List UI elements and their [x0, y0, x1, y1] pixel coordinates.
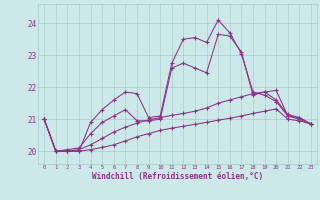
X-axis label: Windchill (Refroidissement éolien,°C): Windchill (Refroidissement éolien,°C) [92, 172, 263, 181]
